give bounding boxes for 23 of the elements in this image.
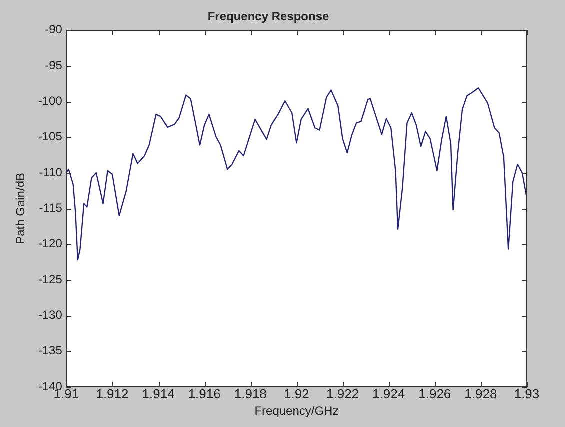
x-tick-label: 1.92: [284, 386, 310, 402]
x-tick-label: 1.926: [418, 386, 452, 402]
y-axis-title: Path Gain/dB: [14, 173, 28, 244]
chart-title: Frequency Response: [208, 10, 330, 24]
y-tick-label: -90: [45, 22, 63, 37]
y-tick-label: -100: [38, 94, 63, 108]
x-tick-label: 1.912: [96, 386, 129, 402]
y-tick-label: -95: [45, 58, 63, 72]
y-tick-label: -105: [38, 130, 63, 144]
y-tick-label: -135: [38, 344, 63, 358]
y-tick-label: -130: [38, 308, 63, 322]
x-tick-label: 1.916: [188, 386, 221, 402]
y-tick-label: -115: [39, 201, 63, 216]
x-tick-label: 1.914: [142, 386, 175, 402]
x-tick-label: 1.928: [464, 386, 498, 402]
x-tick-label: 1.918: [234, 386, 267, 402]
y-tick-label: -120: [38, 236, 63, 251]
x-tick-label: 1.922: [326, 386, 360, 402]
x-tick-label: 1.93: [514, 386, 540, 402]
y-tick-label: -110: [39, 165, 63, 180]
y-tick-label: -125: [38, 272, 63, 286]
x-tick-label: 1.924: [372, 386, 406, 402]
x-axis-title: Frequency/GHz: [254, 404, 339, 418]
